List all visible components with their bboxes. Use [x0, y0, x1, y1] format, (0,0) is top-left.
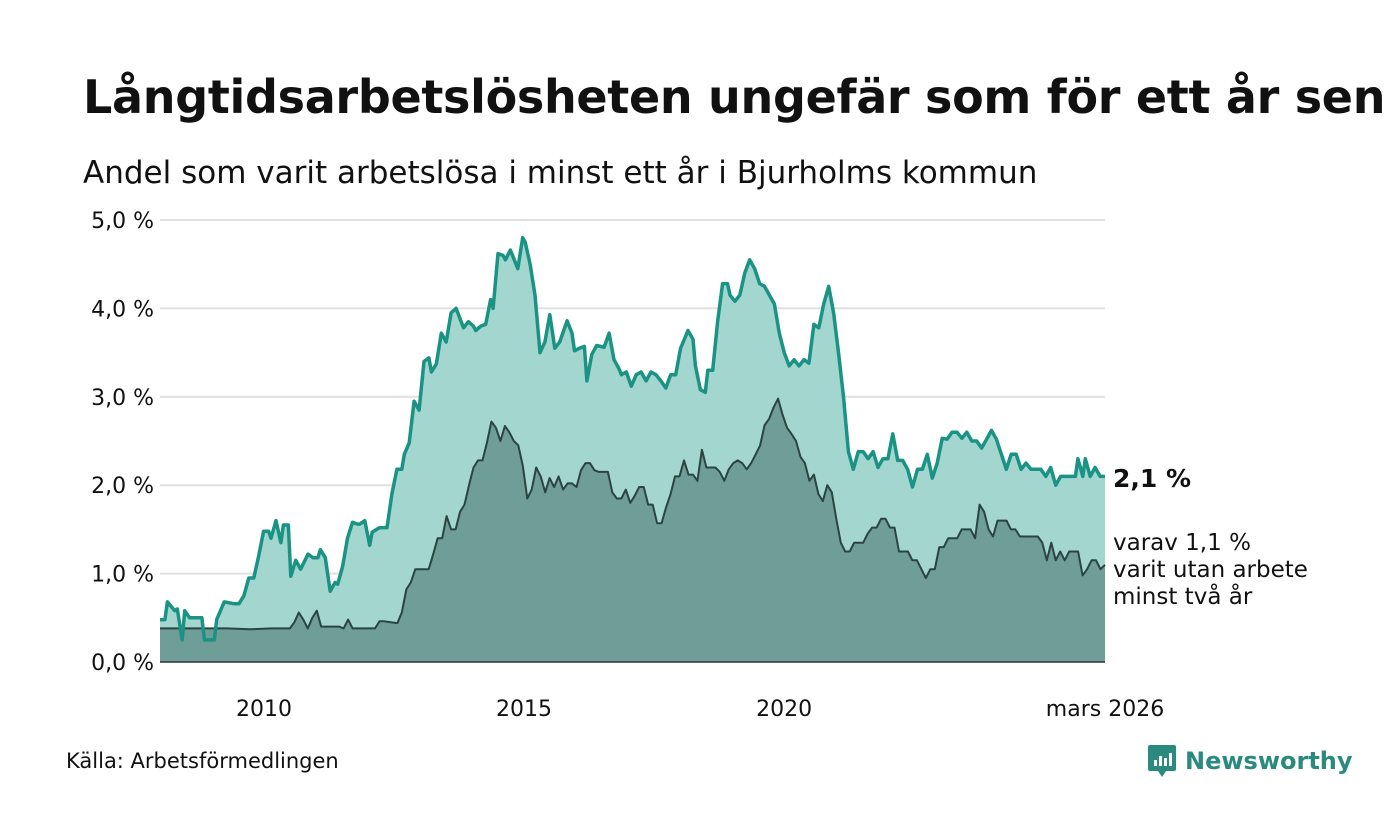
- x-tick-label: mars 2026: [1046, 697, 1164, 722]
- sub-value-label-2: varit utan arbete: [1113, 557, 1308, 583]
- sub-value-label-3: minst två år: [1113, 582, 1253, 610]
- series-sub-area: [160, 398, 1105, 662]
- brand-logo[interactable]: Newsworthy: [1147, 744, 1353, 778]
- chart-subtitle: Andel som varit arbetslösa i minst ett å…: [83, 155, 1038, 191]
- series-sub-line: [160, 397, 1106, 631]
- chart-title: Långtidsarbetslösheten ungefär som för e…: [83, 70, 1386, 124]
- current-value-label: 2,1 %: [1113, 464, 1191, 493]
- x-tick-label: 2015: [496, 697, 552, 722]
- y-axis: 0,0 % 1,0 % 2,0 % 3,0 % 4,0 % 5,0 %: [91, 209, 154, 676]
- y-tick-label: 3,0 %: [91, 386, 154, 411]
- y-tick-label: 2,0 %: [91, 474, 154, 499]
- series-areas: [160, 235, 1106, 663]
- source-note: Källa: Arbetsförmedlingen: [66, 749, 339, 773]
- y-tick-label: 4,0 %: [91, 297, 154, 322]
- x-tick-label: 2020: [756, 697, 812, 722]
- sub-value-label-1: varav 1,1 %: [1113, 530, 1251, 556]
- y-tick-label: 1,0 %: [91, 563, 154, 588]
- series-main-line: [160, 235, 1105, 642]
- x-tick-label: 2010: [236, 697, 292, 722]
- brand-name: Newsworthy: [1185, 747, 1353, 775]
- y-tick-label: 5,0 %: [91, 209, 154, 234]
- x-axis: 2010 2015 2020 mars 2026: [236, 697, 1164, 722]
- newsworthy-logo-icon: [1148, 745, 1176, 777]
- y-tick-label: 0,0 %: [91, 651, 154, 676]
